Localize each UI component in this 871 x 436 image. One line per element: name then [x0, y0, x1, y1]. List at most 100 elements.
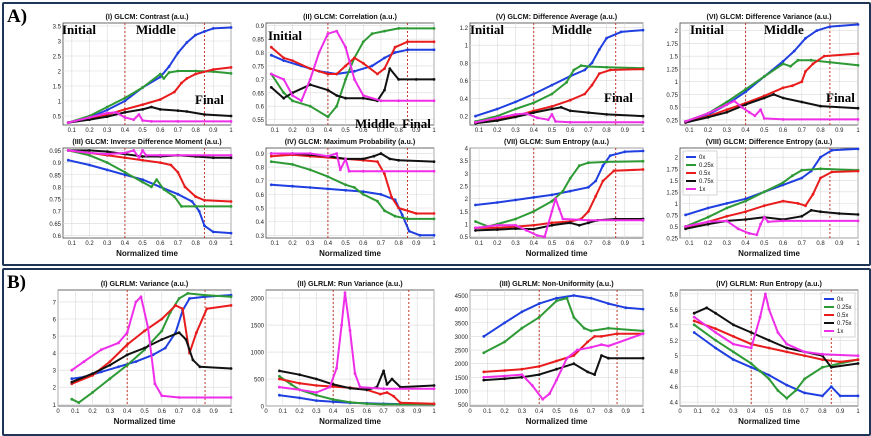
data-point-0.25x — [758, 369, 762, 373]
data-point-0.25x — [211, 70, 215, 73]
data-point-1x — [269, 152, 273, 155]
x-tick-label: 0.2 — [288, 128, 297, 134]
data-point-0.75x — [555, 367, 558, 371]
data-point-0.75x — [495, 119, 499, 122]
data-point-0.75x — [88, 118, 91, 121]
y-tick-label: 2 — [675, 156, 679, 162]
data-point-0.25x — [382, 403, 385, 406]
data-point-0.75x — [105, 150, 109, 153]
data-point-0.25x — [105, 105, 109, 109]
x-tick-label: 1 — [432, 241, 436, 247]
x-axis-label: Normalized time — [738, 249, 800, 258]
y-tick-label: 0.7 — [53, 210, 62, 216]
data-point-0x — [815, 29, 819, 32]
data-point-0.25x — [532, 210, 536, 213]
data-point-1x — [554, 197, 557, 201]
data-point-0.75x — [344, 96, 347, 100]
x-tick-label: 0.3 — [511, 241, 520, 247]
x-tick-label: 0.4 — [123, 409, 132, 415]
data-point-1x — [692, 315, 696, 319]
data-point-0x — [607, 302, 610, 305]
x-tick-label: 0.8 — [394, 128, 403, 134]
data-point-0.25x — [91, 391, 94, 394]
data-point-0.5x — [800, 80, 804, 84]
data-point-0.25x — [744, 199, 747, 203]
data-point-1x — [781, 219, 785, 223]
x-tick-label: 0.2 — [295, 409, 304, 415]
data-point-0.25x — [335, 104, 339, 108]
data-point-0.75x — [725, 110, 729, 114]
data-point-0.25x — [177, 297, 181, 300]
series-line-0.5x — [693, 319, 859, 363]
data-point-0x — [781, 59, 785, 63]
data-point-0x — [583, 68, 587, 72]
data-point-0x — [291, 184, 294, 188]
data-point-0x — [829, 385, 833, 389]
data-point-0x — [176, 192, 180, 196]
data-point-1x — [589, 345, 593, 349]
x-tick-label: 0 — [678, 409, 682, 415]
data-point-0.75x — [587, 221, 590, 225]
data-point-0.75x — [229, 156, 233, 160]
legend-label: 0.75x — [837, 321, 852, 327]
data-point-0.75x — [388, 157, 392, 161]
data-point-0.25x — [744, 87, 747, 91]
x-tick-label: 0.8 — [818, 409, 827, 415]
data-point-0x — [188, 297, 191, 300]
data-point-0.5x — [211, 68, 215, 71]
data-point-0.5x — [383, 172, 386, 176]
data-point-0.75x — [282, 96, 286, 100]
data-point-0.75x — [335, 94, 339, 97]
data-point-1x — [543, 235, 547, 239]
phase-label-a4-middle: Middle — [764, 22, 804, 37]
data-point-1x — [379, 99, 383, 103]
data-point-0.75x — [331, 383, 335, 386]
data-point-0.5x — [615, 332, 619, 336]
data-point-0x — [282, 59, 286, 62]
data-point-0x — [495, 107, 499, 111]
data-point-0x — [856, 394, 860, 398]
data-point-1x — [568, 120, 572, 124]
data-point-0.5x — [830, 170, 834, 174]
data-point-0.25x — [123, 96, 127, 100]
chart-svg: 4.4 4.6 4.8 5 5.2 5.4 5.6 5.8 0 0.1 0.2 0.3 0.4 0.5 0.… — [670, 279, 861, 426]
section-b-label: B) — [7, 272, 26, 293]
y-tick-label: 0.75 — [49, 198, 61, 204]
x-tick-label: 0.1 — [68, 241, 77, 247]
data-point-0.25x — [555, 299, 558, 303]
x-tick-label: 0.4 — [121, 241, 130, 247]
data-point-0.25x — [474, 220, 477, 223]
data-point-1x — [565, 356, 569, 360]
data-point-0x — [550, 83, 554, 87]
data-point-0.5x — [229, 66, 233, 69]
x-tick-label: 0.2 — [711, 409, 720, 415]
phase-label-a4-final: Final — [826, 90, 855, 105]
data-point-0.75x — [577, 223, 581, 227]
series-line-0.5x — [71, 304, 232, 385]
data-point-0x — [474, 203, 477, 207]
data-point-1x — [541, 397, 545, 401]
data-point-0.5x — [335, 72, 339, 76]
data-point-0.25x — [550, 199, 554, 203]
data-point-0.5x — [593, 335, 596, 338]
data-point-0.25x — [291, 163, 294, 166]
data-point-0.75x — [550, 223, 554, 227]
data-point-0.5x — [185, 77, 189, 80]
data-point-1x — [747, 232, 751, 235]
y-tick-label: 3000 — [455, 335, 469, 341]
data-point-0.5x — [597, 72, 601, 75]
data-point-0.25x — [77, 401, 81, 404]
data-point-1x — [706, 111, 710, 115]
data-point-0.25x — [579, 64, 583, 67]
data-point-0.75x — [586, 370, 589, 374]
panel-a7: 0.5 1 1.5 2 2.5 3 3.5 4 0.1 0.2 0.3 0.4 0.5 0.6 0.7 0.8… — [442, 134, 647, 262]
data-point-0.75x — [809, 208, 813, 212]
data-point-0.5x — [838, 360, 842, 364]
y-tick-label: 2000 — [251, 297, 265, 303]
data-point-1x — [561, 217, 565, 221]
x-tick-label: 0.3 — [312, 409, 321, 415]
data-point-1x — [88, 116, 91, 119]
x-tick-label: 0.1 — [271, 128, 280, 134]
data-point-1x — [725, 103, 729, 106]
data-point-1x — [361, 169, 365, 173]
